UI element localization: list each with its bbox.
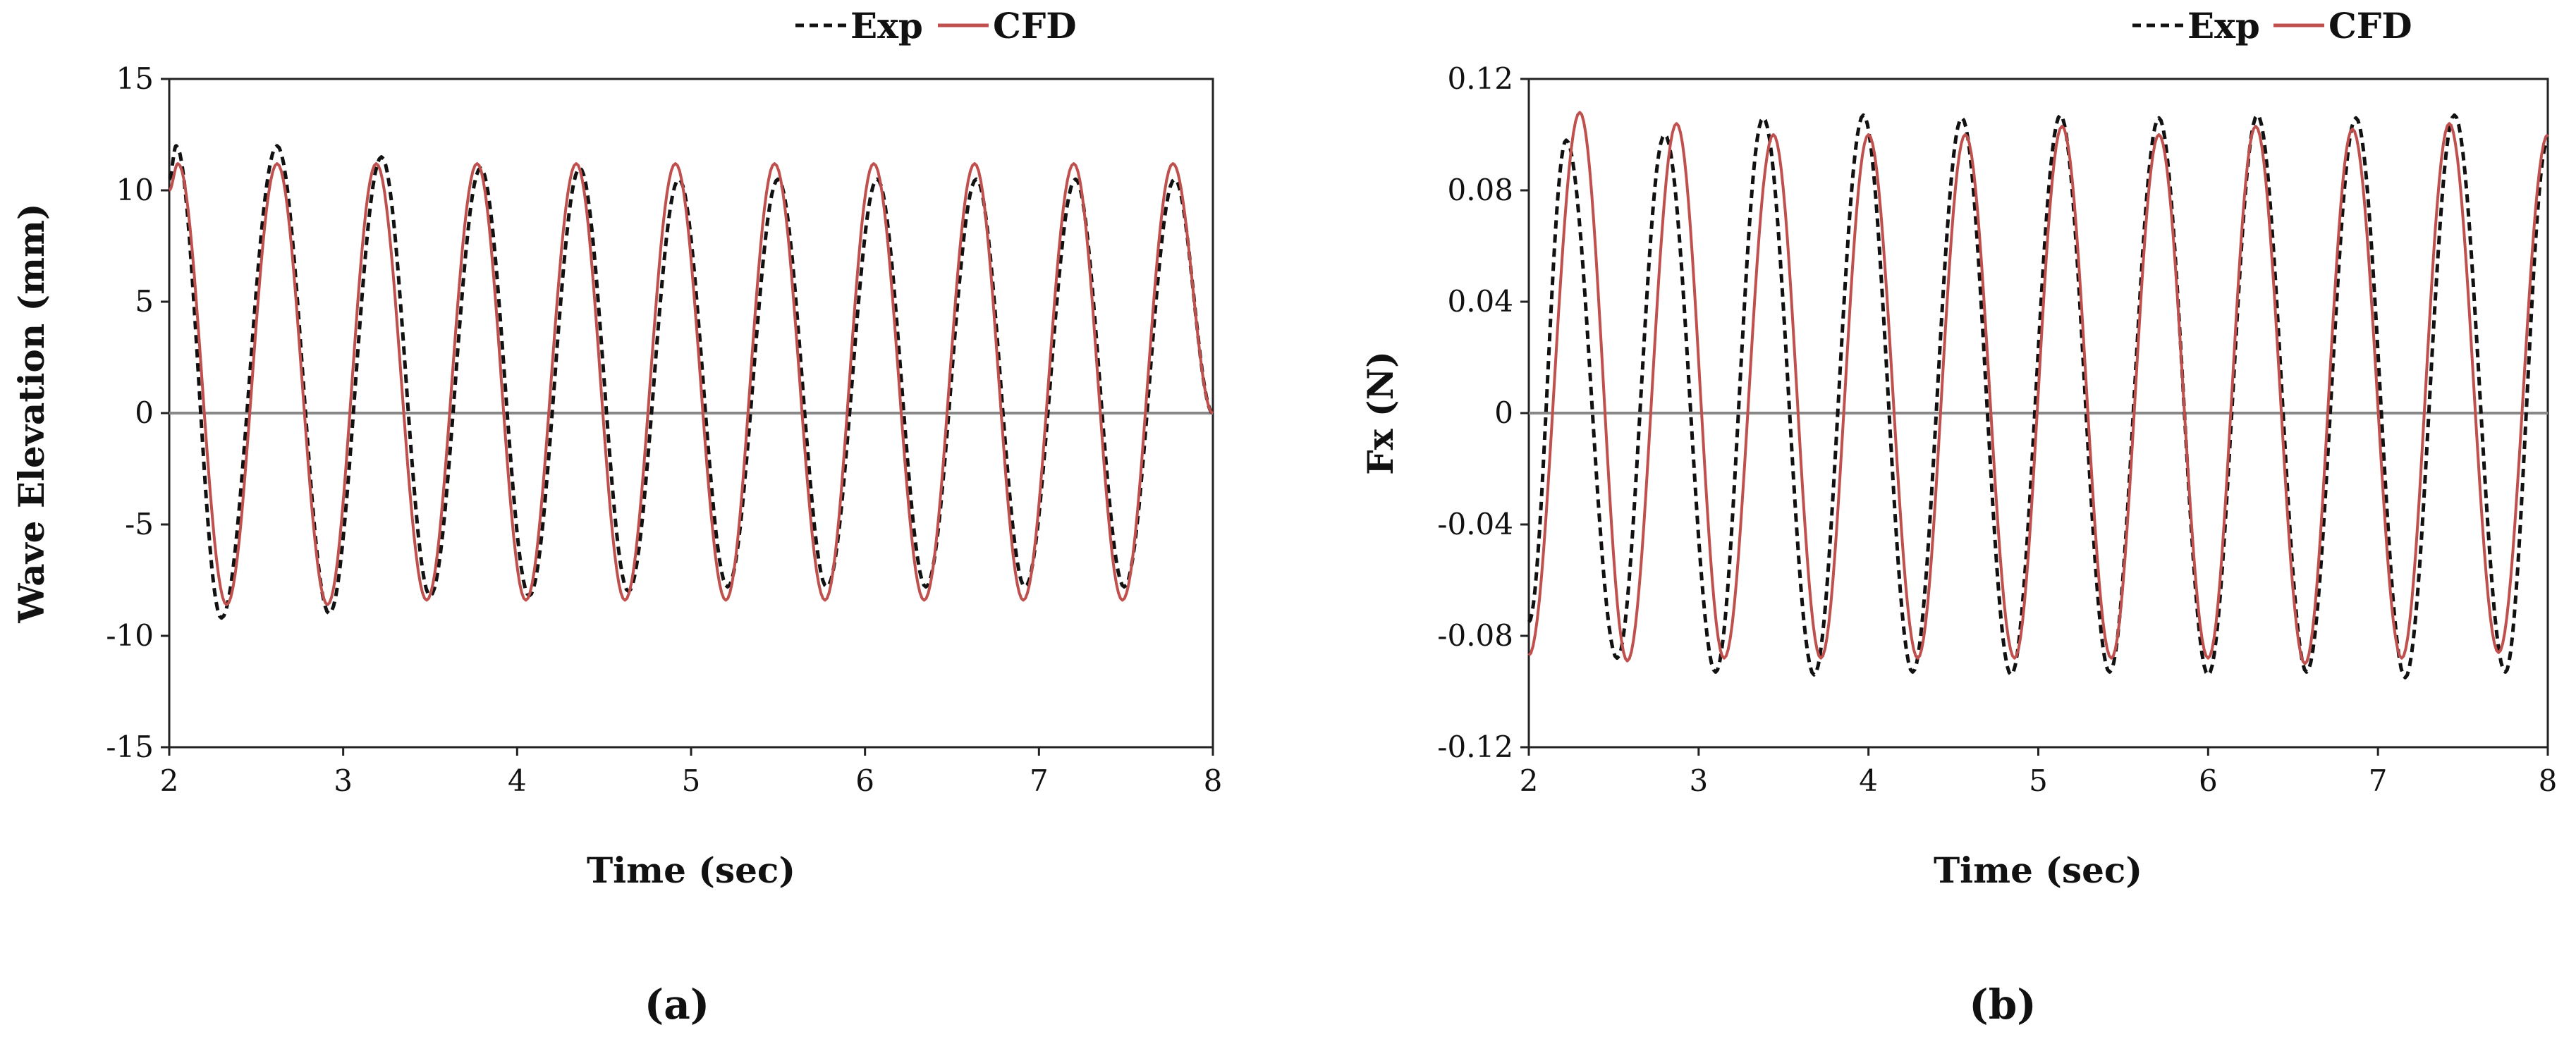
y-tick-label: -0.04 (1437, 507, 1513, 541)
legend-label-cfd-b: CFD (2328, 5, 2412, 47)
x-tick-label: 6 (2199, 763, 2218, 798)
legend-label-exp-b: Exp (2187, 5, 2260, 47)
y-tick-label: 0.04 (1447, 284, 1513, 319)
y-tick-label: 0.08 (1447, 173, 1513, 207)
y-axis-label-b: Fx (N) (1360, 351, 1401, 475)
x-tick-label: 8 (1204, 763, 1223, 798)
y-ticks-b: 0.12 0.08 0.04 0 -0.04 -0.08 -0.12 (1437, 61, 1529, 764)
y-tick-label: 0.12 (1447, 61, 1513, 96)
x-tick-label: 6 (855, 763, 874, 798)
legend-label-cfd-a: CFD (993, 5, 1077, 47)
y-tick-label: -15 (106, 730, 154, 764)
x-ticks-a: 2 3 4 5 6 7 8 (160, 747, 1223, 798)
x-axis-label-a: Time (sec) (587, 849, 795, 891)
chart-b: 0.12 0.08 0.04 0 -0.04 -0.08 -0.12 2 3 4 5 6 7 8 Fx … (1360, 5, 2557, 1028)
x-tick-label: 8 (2539, 763, 2558, 798)
y-ticks-a: 15 10 5 0 -5 -10 -15 (106, 61, 169, 764)
x-tick-label: 5 (682, 763, 701, 798)
x-axis-label-b: Time (sec) (1934, 849, 2142, 891)
x-tick-label: 3 (1689, 763, 1708, 798)
x-tick-label: 5 (2029, 763, 2048, 798)
legend-b: Exp CFD (2132, 5, 2412, 47)
x-tick-label: 4 (1859, 763, 1878, 798)
y-tick-label: 0 (1494, 395, 1513, 430)
y-tick-label: 10 (116, 173, 154, 207)
series-line-exp-b (1527, 113, 2549, 680)
y-axis-label-a: Wave Elevation (mm) (11, 203, 52, 623)
series-line-cfd-b (1527, 111, 2549, 665)
chart-a: 15 10 5 0 -5 -10 -15 2 3 4 5 6 7 8 Wave Elevation (m… (11, 5, 1222, 1028)
y-tick-label: 0 (135, 395, 154, 430)
series-line-cfd-a (168, 162, 1214, 606)
panel-label-a: (a) (645, 981, 709, 1028)
y-tick-label: -0.12 (1437, 730, 1513, 764)
x-tick-label: 7 (1030, 763, 1049, 798)
series-layer-a (167, 144, 1214, 620)
series-layer-b (1527, 111, 2549, 680)
x-ticks-b: 2 3 4 5 6 7 8 (1520, 747, 2558, 798)
legend-a: Exp CFD (795, 5, 1077, 47)
y-tick-label: 5 (135, 284, 154, 319)
x-tick-label: 3 (334, 763, 353, 798)
x-tick-label: 2 (160, 763, 179, 798)
y-tick-label: -10 (106, 618, 154, 653)
x-tick-label: 4 (508, 763, 527, 798)
y-tick-label: -0.08 (1437, 618, 1513, 653)
x-tick-label: 2 (1520, 763, 1539, 798)
legend-label-exp-a: Exp (850, 5, 923, 47)
x-tick-label: 7 (2369, 763, 2388, 798)
y-tick-label: 15 (116, 61, 154, 96)
y-tick-label: -5 (125, 507, 154, 541)
panel-label-b: (b) (1969, 981, 2036, 1028)
